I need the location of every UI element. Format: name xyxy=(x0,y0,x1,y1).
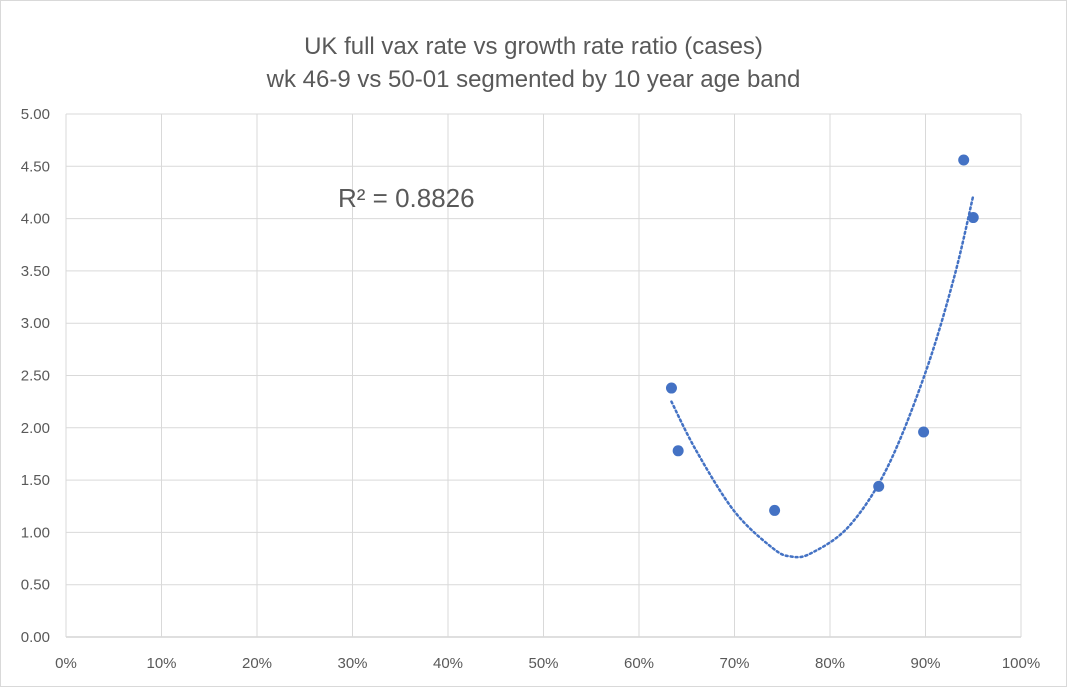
data-point xyxy=(967,212,979,224)
y-tick-label: 1.00 xyxy=(21,524,50,541)
y-tick-label: 3.00 xyxy=(21,315,50,332)
x-tick-label: 40% xyxy=(433,655,463,672)
x-tick-label: 20% xyxy=(242,655,272,672)
y-tick-label: 5.00 xyxy=(21,106,50,123)
x-tick-label: 0% xyxy=(55,655,77,672)
x-axis-tick-labels: 0% 10% 20% 30% 40% 50% 60% 70% 80% 90% 100% xyxy=(55,655,1040,672)
x-tick-label: 100% xyxy=(1002,655,1040,672)
data-point xyxy=(873,480,885,492)
y-tick-label: 0.50 xyxy=(21,577,50,594)
x-tick-label: 50% xyxy=(528,655,558,672)
data-point xyxy=(769,504,781,516)
data-point xyxy=(672,445,684,457)
polynomial-trendline xyxy=(670,194,975,559)
data-point xyxy=(665,382,677,394)
y-tick-label: 2.00 xyxy=(21,420,50,437)
chart-title-line-2: wk 46-9 vs 50-01 segmented by 10 year ag… xyxy=(266,66,801,93)
data-points xyxy=(665,154,979,516)
x-tick-label: 60% xyxy=(624,655,654,672)
y-tick-label: 3.50 xyxy=(21,263,50,280)
y-tick-label: 0.00 xyxy=(21,629,50,646)
y-tick-label: 4.00 xyxy=(21,211,50,228)
chart-title: UK full vax rate vs growth rate ratio (c… xyxy=(0,30,1067,96)
x-tick-label: 30% xyxy=(337,655,367,672)
x-tick-label: 10% xyxy=(146,655,176,672)
y-tick-label: 2.50 xyxy=(21,368,50,385)
x-tick-label: 80% xyxy=(815,655,845,672)
x-tick-label: 70% xyxy=(719,655,749,672)
r-squared-label: R² = 0.8826 xyxy=(338,183,475,213)
data-point xyxy=(918,426,930,438)
gridlines xyxy=(65,113,1022,638)
x-tick-label: 90% xyxy=(910,655,940,672)
y-tick-label: 1.50 xyxy=(21,472,50,489)
data-point xyxy=(958,154,970,166)
y-axis-tick-labels: 0.00 0.50 1.00 1.50 2.00 2.50 3.00 3.50 4.00 4.50… xyxy=(21,106,50,646)
y-tick-label: 4.50 xyxy=(21,158,50,175)
chart-title-line-1: UK full vax rate vs growth rate ratio (c… xyxy=(304,33,763,60)
